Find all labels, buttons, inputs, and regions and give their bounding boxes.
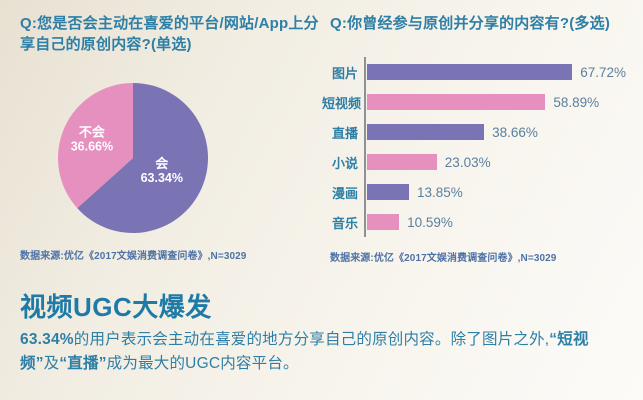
- bar-fill: [367, 214, 400, 230]
- bar-row-漫画: 漫画 13.85%: [322, 177, 638, 207]
- bar-fill: [367, 64, 573, 80]
- bar-plot-area: 10.59%: [364, 207, 638, 237]
- bar-fill: [367, 184, 409, 200]
- body-text: 成为最大的UGC内容平台。: [106, 355, 299, 373]
- bar-value-label: 38.66%: [492, 124, 538, 140]
- bar-category-label: 音乐: [331, 215, 358, 231]
- bar-chart: 图片 67.72% 短视频 58.89% 直播 38.66% 小说 23.03% 漫画 13.85…: [322, 57, 638, 237]
- right-source-note: 数据来源:优亿《2017文娱消费调查问卷》,N=3029: [330, 253, 557, 264]
- bar-row-直播: 直播 38.66%: [322, 117, 638, 147]
- emphasized-text: “短视频”: [20, 331, 589, 373]
- right-question-title: Q:你曾经参与原创并分享的内容有?(多选): [330, 15, 611, 32]
- pie-slice-不会: [58, 83, 133, 209]
- emphasized-text: “直播”: [59, 355, 107, 373]
- bar-plot-area: 67.72%: [364, 57, 638, 87]
- pie-slice-会: [77, 83, 208, 233]
- bar-row-短视频: 短视频 58.89%: [322, 87, 638, 117]
- bar-category-label: 小说: [331, 155, 358, 171]
- body-text: 的用户表示会主动在喜爱的地方分享自己的原创内容。除了图片之外,: [73, 331, 550, 348]
- left-source-note: 数据来源:优亿《2017文娱消费调查问卷》,N=3029: [20, 251, 247, 262]
- pie-chart: 会 63.34% 不会 36.66%: [58, 83, 208, 233]
- footer-heading: 视频UGC大爆发: [20, 292, 212, 322]
- footer-body-text: 63.34%的用户表示会主动在喜爱的地方分享自己的原创内容。除了图片之外,“短视…: [20, 328, 626, 376]
- pie-slice-label: 不会: [79, 125, 106, 140]
- bar-value-label: 67.72%: [580, 64, 626, 80]
- bar-value-label: 58.89%: [553, 94, 600, 110]
- body-text: 及: [43, 355, 60, 373]
- bar-category-label: 直播: [331, 125, 358, 141]
- bar-category-label: 图片: [331, 65, 358, 81]
- left-question-title: Q:您是否会主动在喜爱的平台/网站/App上分享自己的原创内容?(单选): [20, 15, 319, 53]
- bar-value-label: 23.03%: [444, 154, 491, 170]
- bar-plot-area: 38.66%: [364, 117, 638, 147]
- bar-plot-area: 13.85%: [364, 177, 638, 207]
- bar-value-label: 10.59%: [407, 214, 453, 230]
- bar-category-label: 短视频: [322, 95, 362, 111]
- bar-row-音乐: 音乐 10.59%: [322, 207, 638, 237]
- emphasized-text: 63.34%: [20, 331, 74, 348]
- bar-category-label: 漫画: [331, 185, 358, 201]
- bar-plot-area: 23.03%: [364, 147, 638, 177]
- pie-slice-value: 63.34%: [141, 171, 183, 185]
- bar-fill: [367, 154, 437, 170]
- pie-slice-label: 会: [155, 156, 169, 171]
- bar-row-小说: 小说 23.03%: [322, 147, 638, 177]
- bar-fill: [367, 124, 485, 140]
- bar-row-图片: 图片 67.72%: [322, 57, 638, 87]
- bar-value-label: 13.85%: [417, 184, 463, 200]
- bar-plot-area: 58.89%: [364, 87, 638, 117]
- bar-fill: [367, 94, 546, 110]
- pie-slice-value: 36.66%: [71, 140, 113, 154]
